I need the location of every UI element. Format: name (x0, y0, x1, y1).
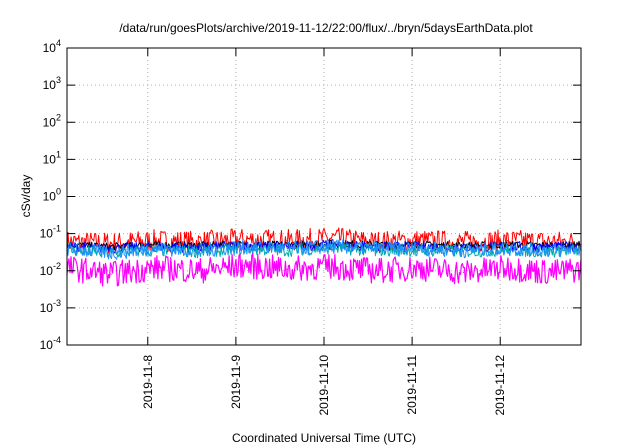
x-tick-label: 2019-11-8 (141, 355, 155, 409)
x-tick-label: 2019-11-12 (493, 355, 507, 416)
x-tick-label-group: 2019-11-12 (493, 355, 507, 416)
data-point (374, 247, 376, 249)
x-tick-label-group: 2019-11-10 (317, 355, 331, 416)
data-point (551, 246, 553, 248)
data-point (154, 267, 156, 269)
data-point (286, 240, 288, 242)
data-point (154, 247, 156, 249)
data-point (242, 245, 244, 248)
data-point (507, 247, 509, 249)
data-point (374, 270, 376, 272)
data-point (551, 250, 553, 252)
data-point (286, 247, 288, 249)
data-point (418, 267, 421, 269)
data-point (374, 241, 376, 243)
x-tick-label-group: 2019-11-8 (141, 355, 155, 409)
data-point (418, 247, 421, 249)
series-line-3 (66, 243, 582, 259)
xlabel: Coordinated Universal Time (UTC) (232, 431, 416, 445)
data-point (110, 242, 112, 244)
data-point (551, 271, 553, 273)
data-point (330, 245, 332, 248)
data-point (551, 250, 553, 253)
chart-title: /data/run/goesPlots/archive/2019-11-12/2… (119, 21, 533, 35)
x-tick-label: 2019-11-9 (229, 355, 243, 409)
data-point (462, 271, 465, 273)
data-point (198, 270, 200, 272)
data-point (286, 250, 288, 252)
data-point (330, 265, 332, 268)
data-point (110, 273, 112, 275)
data-point (462, 250, 465, 252)
data-point (286, 268, 288, 270)
data-point (242, 264, 244, 266)
data-point (330, 237, 332, 239)
data-point (154, 240, 156, 242)
data-point (462, 241, 465, 243)
x-tick-label-group: 2019-11-11 (405, 355, 419, 415)
ticks: 10410310210110010-110-210-310-42019-11-8… (40, 38, 581, 416)
data-point (551, 241, 553, 243)
data-point (507, 267, 509, 269)
data-point (286, 245, 288, 248)
x-tick-label: 2019-11-11 (405, 355, 419, 415)
data-point (507, 240, 509, 242)
data-point (198, 250, 200, 252)
data-point (154, 244, 156, 246)
series-group (66, 227, 582, 287)
ylabel-group: cSv/day (19, 175, 33, 218)
data-point (110, 252, 112, 254)
data-point (418, 240, 421, 242)
series-line-5 (66, 252, 582, 287)
series-line-4 (66, 238, 582, 260)
x-tick-label: 2019-11-10 (317, 355, 331, 416)
ylabel: cSv/day (19, 175, 33, 218)
x-tick-label-group: 2019-11-9 (229, 355, 243, 409)
